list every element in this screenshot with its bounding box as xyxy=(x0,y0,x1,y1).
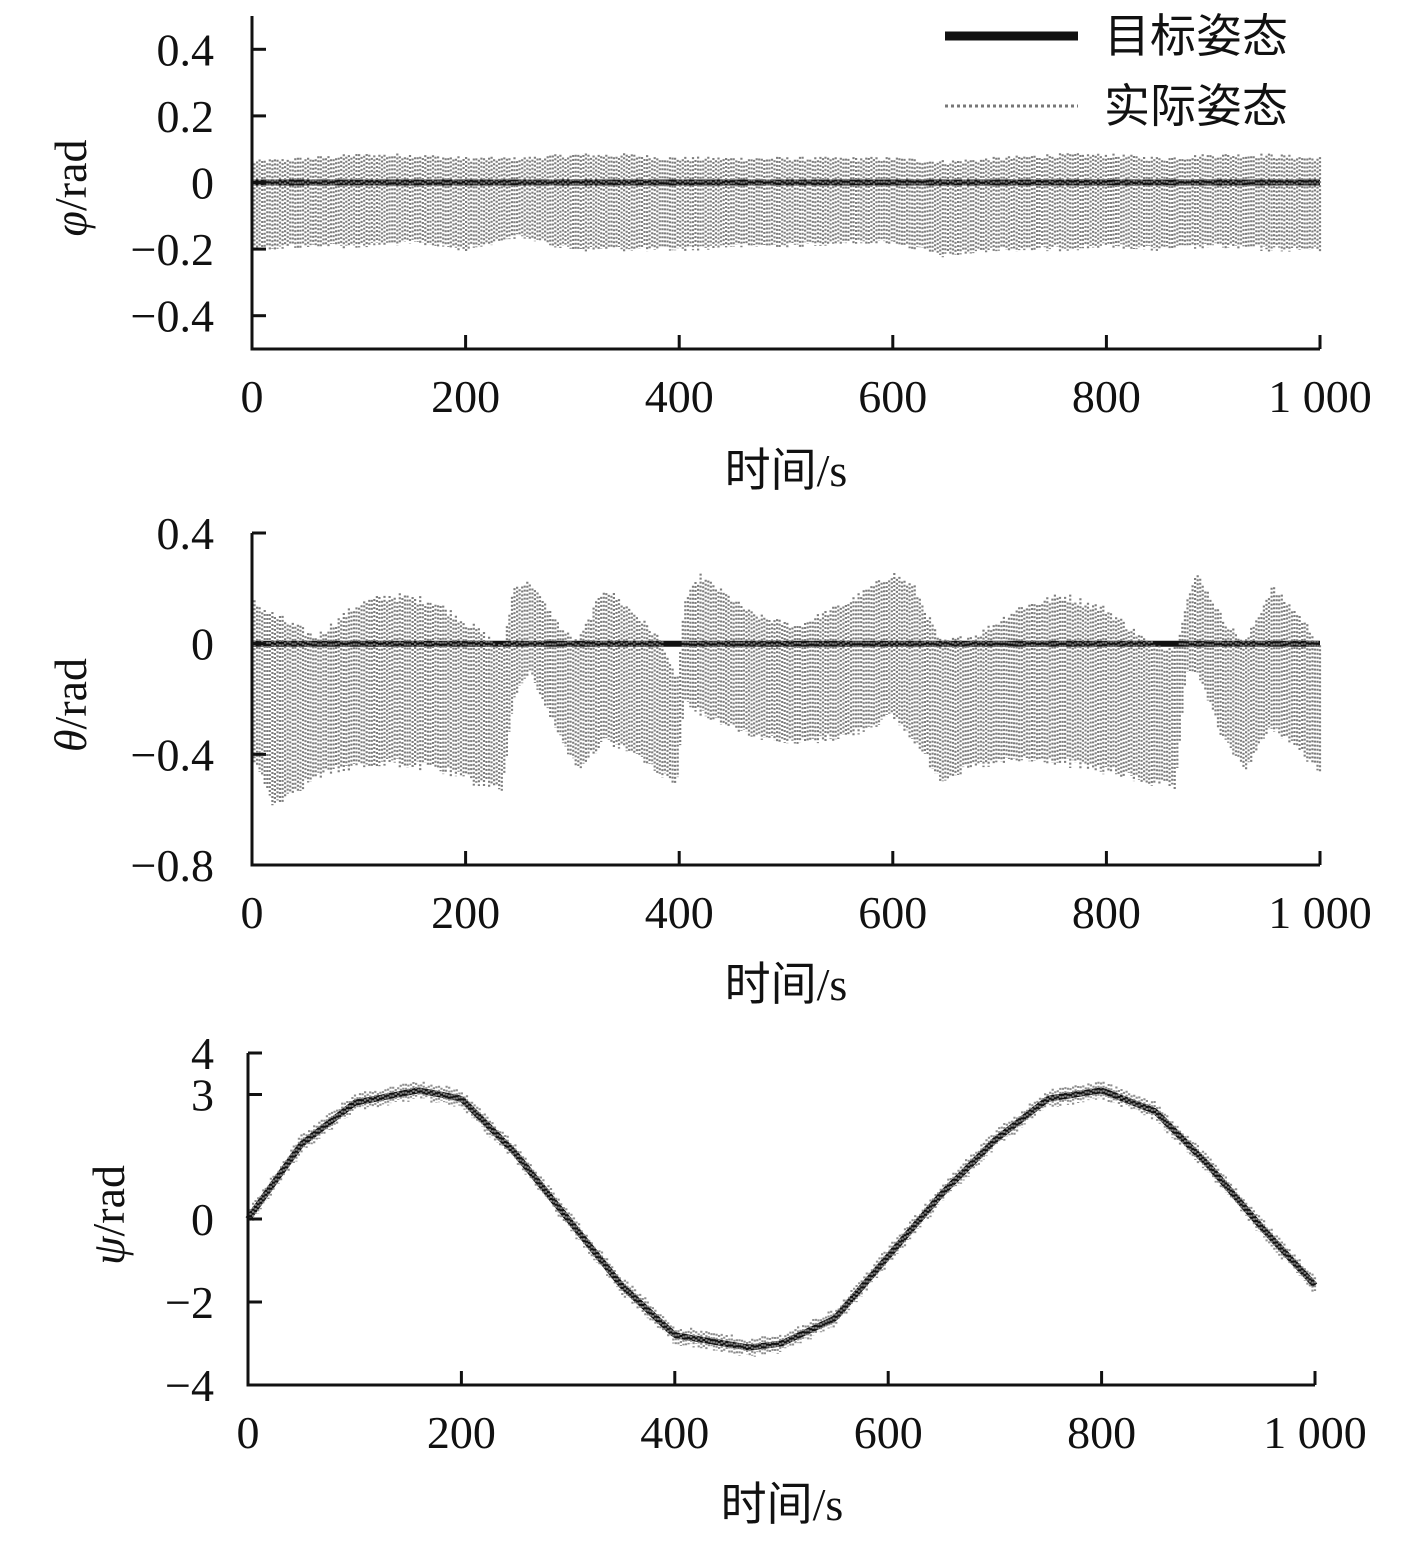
roll-x-tick-label: 200 xyxy=(431,371,500,422)
roll-y-tick-label: 0.2 xyxy=(157,91,215,142)
roll-x-tick-label: 600 xyxy=(858,371,927,422)
yaw-x-tick-label: 1 000 xyxy=(1263,1407,1367,1458)
yaw-x-tick-label: 800 xyxy=(1067,1407,1136,1458)
yaw-y-tick-label: 4 xyxy=(191,1028,214,1079)
legend-actual-label: 实际姿态 xyxy=(1104,81,1288,132)
pitch-y-axis-unit: /rad xyxy=(45,658,96,730)
pitch-panel: 0.4 0 −0.4 −0.8 0 200 400 600 800 1 000 时间/s θ/r… xyxy=(45,508,1372,1010)
pitch-x-tick-label: 1 000 xyxy=(1268,887,1372,938)
yaw-y-axis-symbol: ψ xyxy=(83,1235,134,1265)
roll-x-tick-label: 400 xyxy=(645,371,714,422)
pitch-x-axis-title: 时间/s xyxy=(725,959,848,1010)
yaw-y-tick-label: 3 xyxy=(191,1070,214,1121)
roll-y-axis-unit: /rad xyxy=(45,140,96,212)
legend-target-label: 目标姿态 xyxy=(1104,11,1288,62)
legend: 目标姿态 实际姿态 xyxy=(945,11,1288,132)
yaw-x-tick-label: 0 xyxy=(237,1407,260,1458)
pitch-y-axis-title: θ/rad xyxy=(45,658,96,752)
pitch-actual-band xyxy=(250,573,1322,806)
pitch-x-tick-label: 200 xyxy=(431,887,500,938)
roll-x-tick-label: 0 xyxy=(241,371,264,422)
yaw-y-tick-label: −2 xyxy=(165,1277,214,1328)
roll-x-tick-label: 800 xyxy=(1072,371,1141,422)
pitch-x-tick-label: 400 xyxy=(645,887,714,938)
yaw-actual-band xyxy=(246,1081,1317,1357)
roll-y-tick-label: 0.4 xyxy=(157,24,215,75)
roll-y-axis-title: φ/rad xyxy=(45,140,96,237)
yaw-x-tick-label: 400 xyxy=(640,1407,709,1458)
yaw-target-line xyxy=(245,1087,1318,1351)
pitch-y-tick-label: 0 xyxy=(191,619,214,670)
roll-actual-series xyxy=(250,153,1322,258)
yaw-y-axis: 43 0 −2 −4 xyxy=(165,1028,262,1411)
roll-y-tick-label: −0.2 xyxy=(131,224,214,275)
roll-y-axis-symbol: φ xyxy=(45,211,96,236)
yaw-y-tick-label: −4 xyxy=(165,1360,214,1411)
yaw-x-axis: 0 200 400 600 800 1 000 xyxy=(237,1371,1367,1458)
pitch-x-axis: 0 200 400 600 800 1 000 xyxy=(241,851,1372,938)
yaw-y-axis-title: ψ/rad xyxy=(83,1165,134,1265)
pitch-y-tick-label: 0.4 xyxy=(157,508,215,559)
yaw-actual-series xyxy=(246,1081,1317,1357)
yaw-x-tick-label: 600 xyxy=(854,1407,923,1458)
roll-y-tick-label: 0 xyxy=(191,158,214,209)
roll-y-tick-label: −0.4 xyxy=(131,291,214,342)
pitch-x-tick-label: 0 xyxy=(241,887,264,938)
yaw-plot-area xyxy=(245,1081,1318,1357)
roll-x-axis-title: 时间/s xyxy=(725,445,848,496)
pitch-x-tick-label: 600 xyxy=(858,887,927,938)
pitch-y-axis-symbol: θ xyxy=(45,729,96,752)
yaw-y-axis-unit: /rad xyxy=(83,1165,134,1237)
yaw-x-axis-title: 时间/s xyxy=(721,1479,844,1530)
roll-plot-area xyxy=(250,153,1322,258)
pitch-actual-series xyxy=(250,573,1322,806)
roll-x-axis: 0 200 400 600 800 1 000 xyxy=(241,335,1372,422)
yaw-panel: 43 0 −2 −4 0 200 400 600 800 1 000 时间/s ψ/rad xyxy=(83,1028,1367,1530)
pitch-y-axis: 0.4 0 −0.4 −0.8 xyxy=(131,508,266,891)
yaw-x-tick-label: 200 xyxy=(427,1407,496,1458)
roll-panel: 0.40.20−0.2−0.4 0 200 400 600 800 1 000 时间/s … xyxy=(45,16,1372,496)
roll-x-tick-label: 1 000 xyxy=(1268,371,1372,422)
roll-actual-band xyxy=(250,153,1322,258)
pitch-plot-area xyxy=(250,573,1322,806)
roll-y-axis: 0.4 0.2 0 −0.2 −0.4 xyxy=(131,24,266,342)
pitch-y-tick-label: −0.8 xyxy=(131,840,214,891)
yaw-y-tick-label: 0 xyxy=(191,1194,214,1245)
pitch-y-tick-label: −0.4 xyxy=(131,729,214,780)
pitch-x-tick-label: 800 xyxy=(1072,887,1141,938)
